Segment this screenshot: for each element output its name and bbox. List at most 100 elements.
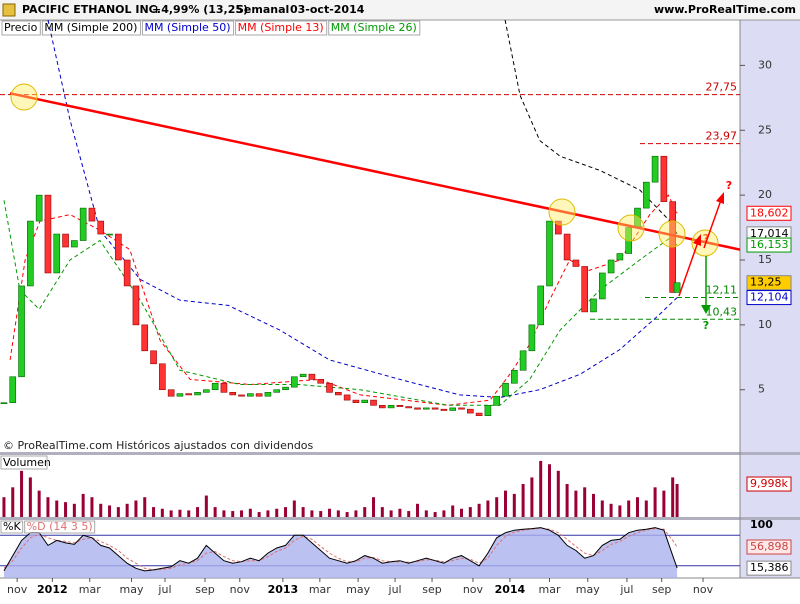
candle [616, 253, 624, 261]
candle [440, 408, 448, 411]
legend-box [328, 20, 421, 36]
volume-bar [416, 503, 420, 517]
volume-bar [495, 497, 499, 517]
legend-entry: Precio [4, 21, 38, 34]
x-tick-label: sep [422, 583, 441, 596]
volume-bar [345, 512, 349, 517]
value-box [746, 237, 792, 253]
volume-bar [635, 497, 639, 517]
icon [2, 3, 16, 17]
candle [176, 393, 184, 397]
panel-title: Volumen [3, 456, 51, 469]
volume-bar [11, 487, 15, 517]
volume-bar [72, 503, 76, 517]
volume-bar [424, 510, 428, 517]
volume-bar [671, 477, 675, 517]
legend-box [141, 20, 235, 36]
value-label: 17,014 [750, 227, 789, 240]
volume-bar [37, 490, 41, 517]
x-tick-label: mar [79, 583, 101, 596]
candle [9, 376, 17, 404]
candle [123, 259, 131, 287]
volume-bar [460, 508, 464, 517]
panel-separator [0, 517, 800, 520]
value-label: 13,25 [750, 276, 782, 289]
candle [282, 386, 289, 391]
candle [229, 392, 237, 396]
volume-bar [292, 500, 296, 517]
source-note: © ProRealTime.com Históricos ajustados c… [3, 439, 314, 452]
y-tick-label: 5 [758, 383, 765, 396]
value-box [746, 476, 792, 492]
volume-bar [328, 508, 332, 517]
candle [352, 399, 360, 404]
volume-bar [583, 487, 587, 517]
candle [563, 233, 571, 261]
stock-name: PACIFIC ETHANOL INC. [22, 3, 161, 16]
candle [493, 395, 501, 406]
volume-bar [530, 477, 534, 517]
volume-bar [64, 502, 68, 517]
candle [308, 373, 316, 380]
candle [211, 382, 219, 391]
volume-bar [284, 507, 288, 517]
volume-bar [398, 508, 402, 517]
volume-bar [644, 500, 648, 517]
volume-bar [301, 507, 305, 517]
panel-separator [0, 452, 800, 455]
y-tick-label: 10 [758, 318, 772, 331]
candle [502, 382, 509, 397]
x-tick-label: 2012 [37, 583, 68, 596]
volume-bar [319, 511, 323, 517]
value-label: 15,386 [750, 561, 789, 574]
volume-bar [618, 505, 622, 517]
candle [44, 194, 52, 274]
candle [396, 404, 404, 407]
legend-box [24, 520, 96, 534]
volume-bar [231, 511, 235, 517]
x-tick-label: 2013 [268, 583, 299, 596]
legend-entry: %D (14 3 5) [27, 520, 93, 533]
legend-entry: MM (Simple 26) [331, 21, 417, 34]
candle [387, 404, 395, 409]
volume-bar [28, 477, 32, 517]
volume-bar [178, 509, 182, 517]
candle [484, 404, 492, 416]
y-tick-label: 15 [758, 253, 772, 266]
candle [607, 259, 615, 274]
candle [35, 194, 43, 222]
candle [458, 407, 465, 410]
x-tick-label: nov [7, 583, 28, 596]
volume-bar [591, 493, 595, 517]
volume-bar [468, 507, 472, 517]
candle [27, 220, 34, 287]
candle [132, 285, 140, 326]
candle [423, 407, 430, 410]
volume-bar [354, 510, 358, 517]
candle [115, 233, 122, 261]
candle [660, 155, 668, 202]
y-tick-label: 30 [758, 58, 772, 71]
candle [141, 324, 149, 352]
legend-box [0, 520, 24, 534]
volume-bar [248, 508, 252, 517]
volume-bar [46, 497, 50, 517]
volume-bar [108, 505, 112, 517]
x-tick-label: jul [619, 583, 633, 596]
volume-bar [257, 512, 261, 517]
volume-bar [548, 464, 552, 517]
x-tick-label: jul [388, 583, 402, 596]
volume-bar [556, 470, 560, 517]
candle [379, 404, 386, 409]
volume-bar [20, 470, 24, 517]
arrow-head [693, 234, 701, 246]
value-label: 12,104 [750, 291, 789, 304]
volume-bar [600, 500, 604, 517]
candle [590, 298, 597, 313]
level-label: 10,43 [706, 305, 738, 318]
volume-bar [574, 490, 578, 517]
value-box [746, 205, 792, 221]
value-label: 16,153 [750, 238, 789, 251]
volume-bar [389, 510, 393, 517]
moving-average [504, 19, 678, 235]
